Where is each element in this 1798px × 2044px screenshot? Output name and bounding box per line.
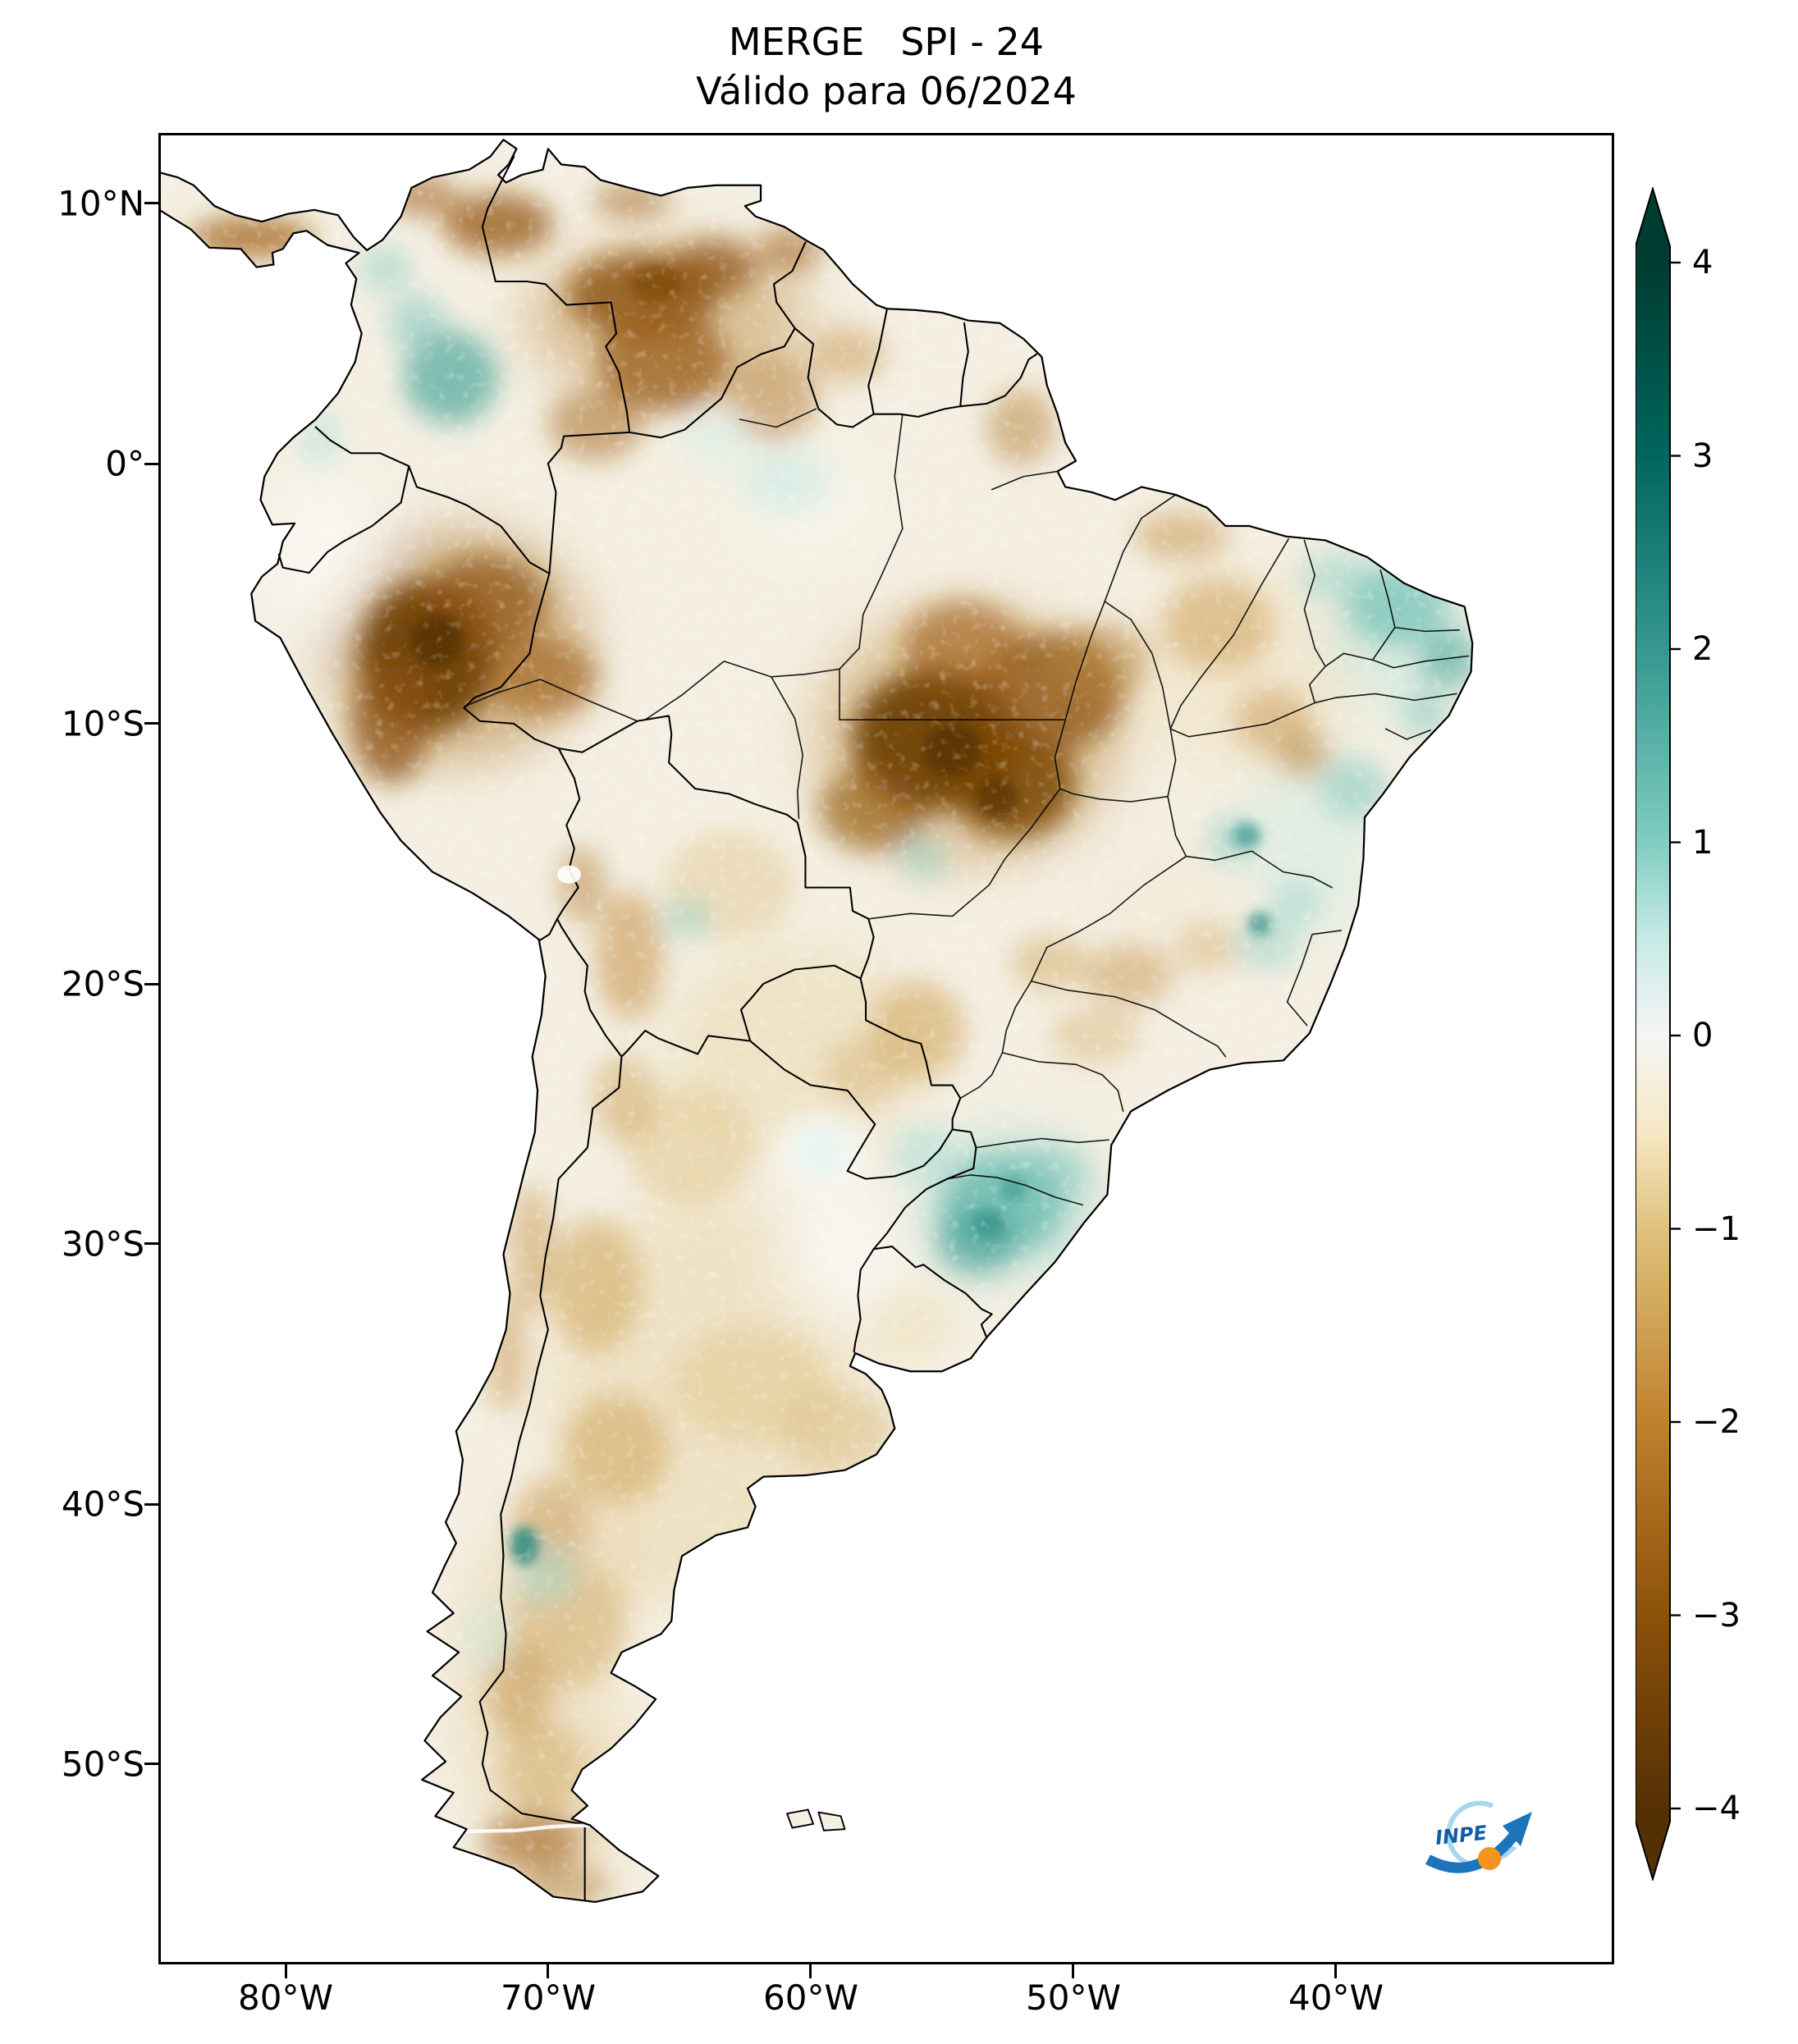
colorbar-tick-label: 2 <box>1692 630 1713 668</box>
lon-tick-label: 70°W <box>501 1978 596 2018</box>
lat-tick-label: 50°S <box>61 1744 144 1785</box>
lon-tick-label: 80°W <box>238 1978 333 2018</box>
inpe-logo-swirl: INPE <box>1425 1800 1532 1873</box>
coastline <box>158 139 1474 1904</box>
lon-tick-label: 50°W <box>1026 1978 1121 2018</box>
colorbar-gradient <box>1636 187 1671 1881</box>
colorbar-tick-label: −3 <box>1692 1597 1741 1635</box>
lat-tick-mark <box>144 983 158 985</box>
lake-titicaca <box>557 865 581 884</box>
logo-orange-dot-icon <box>1478 1847 1501 1870</box>
logo-text: INPE <box>1434 1821 1489 1849</box>
logo-arrow-icon <box>1425 1832 1518 1873</box>
colorbar-tick-label: −4 <box>1692 1790 1741 1827</box>
lat-tick-label: 30°S <box>61 1223 144 1264</box>
lat-tick-label: 10°N <box>57 183 144 224</box>
country-borders <box>277 155 1038 1900</box>
lat-tick-label: 20°S <box>61 963 144 1004</box>
lat-tick-label: 0° <box>105 443 144 484</box>
colorbar-tick-label: 1 <box>1692 824 1713 862</box>
lon-tick-mark <box>1072 1964 1074 1978</box>
lon-tick-mark <box>547 1964 549 1978</box>
colorbar-tick-marks <box>1670 261 1681 1810</box>
grain-overlay <box>158 139 1473 1902</box>
lat-tick-label: 10°S <box>61 703 144 744</box>
state-borders <box>463 408 1470 1206</box>
colorbar <box>1636 187 1681 1881</box>
lat-tick-mark <box>144 202 158 204</box>
lat-tick-mark <box>144 722 158 725</box>
lon-tick-label: 40°W <box>1288 1978 1384 2018</box>
lat-tick-label: 40°S <box>61 1484 144 1525</box>
colorbar-tick-label: −2 <box>1692 1403 1741 1441</box>
colorbar-tick-label: 0 <box>1692 1017 1713 1054</box>
lat-tick-mark <box>144 463 158 465</box>
colorbar-tick-label: 3 <box>1692 437 1713 475</box>
figure-subtitle: Válido para 06/2024 <box>696 69 1077 113</box>
logo-arrowhead-icon <box>1503 1812 1532 1846</box>
lat-tick-mark <box>144 1242 158 1245</box>
lon-tick-mark <box>809 1964 812 1978</box>
lat-tick-mark <box>144 1763 158 1765</box>
lon-tick-mark <box>1334 1964 1337 1978</box>
magellan-strait <box>453 1823 591 1834</box>
falkland-islands <box>786 1809 846 1831</box>
map-plot <box>158 139 1474 1904</box>
inpe-logo: INPE <box>1425 1800 1532 1873</box>
lon-tick-label: 60°W <box>763 1978 858 2018</box>
spi-raster <box>158 139 1473 1902</box>
figure-title: MERGE SPI - 24 <box>728 20 1045 64</box>
lon-tick-mark <box>285 1964 287 1978</box>
lat-tick-mark <box>144 1503 158 1506</box>
colorbar-tick-label: 4 <box>1692 244 1713 281</box>
colorbar-tick-label: −1 <box>1692 1210 1741 1248</box>
